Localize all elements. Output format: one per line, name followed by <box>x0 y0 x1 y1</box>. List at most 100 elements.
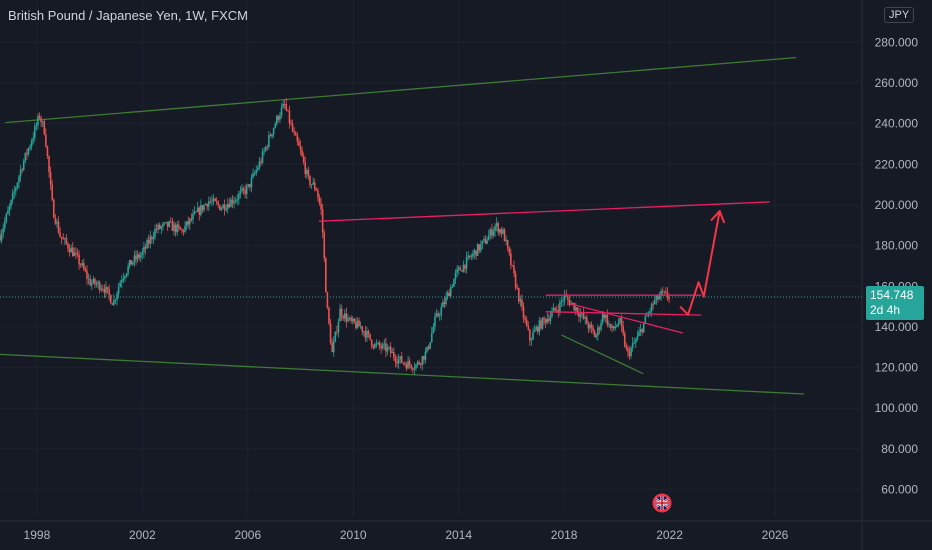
candle-body <box>475 250 477 256</box>
candle-body <box>461 270 463 272</box>
candle-body <box>318 197 321 204</box>
candle-body <box>597 327 599 336</box>
price-tick-label: 260.000 <box>875 76 919 90</box>
candle-body <box>166 221 169 227</box>
candle-body <box>532 332 534 340</box>
price-axis[interactable]: 60.00080.000100.000120.000140.000160.000… <box>861 0 919 550</box>
candle-body <box>543 317 545 320</box>
candle-body <box>250 177 253 188</box>
candle-body <box>519 299 522 302</box>
candle-body <box>0 235 1 241</box>
candle-body <box>421 356 424 365</box>
candle-body <box>339 308 341 322</box>
candle-body <box>374 343 376 348</box>
candle-body <box>364 331 367 338</box>
candle-body <box>631 343 634 348</box>
candle-body <box>190 218 193 220</box>
candle-body <box>355 322 357 329</box>
candle-body <box>536 327 539 332</box>
candle-body <box>522 306 525 319</box>
price-tick-label: 100.000 <box>875 401 919 415</box>
time-tick-label: 2018 <box>551 528 578 542</box>
drawing-channel_top[interactable] <box>5 56 797 124</box>
candle-body <box>487 235 490 241</box>
drawing-resistance[interactable] <box>318 201 770 222</box>
candle-body <box>391 351 394 353</box>
uk-flag-icon[interactable] <box>652 493 672 513</box>
candle-body <box>377 342 379 344</box>
candle-body <box>552 307 555 312</box>
candle-body <box>325 258 327 293</box>
candle-body <box>457 267 460 270</box>
candle-body <box>454 272 457 280</box>
drawing-projection[interactable] <box>679 210 721 316</box>
candle-body <box>491 229 493 236</box>
drawing-wedge_bottom[interactable] <box>561 334 644 375</box>
candle-body <box>359 326 362 328</box>
candle-body <box>52 199 55 218</box>
candle-body <box>30 141 33 147</box>
candle-body <box>26 152 28 155</box>
candle-body <box>538 320 541 332</box>
candle-body <box>67 243 69 249</box>
candle-body <box>423 356 425 360</box>
candle-body <box>182 230 185 232</box>
currency-button[interactable]: JPY <box>884 7 915 23</box>
candle-body <box>559 301 561 313</box>
candle-body <box>525 319 528 326</box>
candle-body <box>108 288 110 295</box>
candle-body <box>274 124 277 129</box>
candle-body <box>415 364 417 369</box>
candle-body <box>427 346 430 349</box>
candle-body <box>419 363 422 365</box>
candle-body <box>658 296 661 300</box>
candle-body <box>122 278 125 281</box>
candle-body <box>269 135 272 137</box>
candle-body <box>622 326 624 334</box>
annotation-drawings[interactable] <box>318 201 770 375</box>
time-axis[interactable]: 1998 2002 2006 2010 2014 2018 2022 2026 <box>0 520 932 542</box>
candle-body <box>446 292 449 297</box>
candle-body <box>563 294 566 301</box>
candle-body <box>157 224 159 230</box>
candle-body <box>192 213 194 220</box>
candle-body <box>146 240 148 249</box>
candle-body <box>271 134 273 137</box>
candle-body <box>562 300 564 302</box>
candle-body <box>141 252 144 256</box>
candle-body <box>230 199 232 208</box>
candle-body <box>595 335 598 338</box>
candle-body <box>196 207 199 212</box>
candle-body <box>75 252 77 254</box>
trend-lines[interactable] <box>0 56 805 395</box>
candle-body <box>413 368 416 370</box>
candle-body <box>557 310 560 313</box>
candle-body <box>16 182 19 188</box>
candle-body <box>171 221 174 231</box>
candle-body <box>151 236 153 240</box>
drawing-wedge_top[interactable] <box>569 302 683 334</box>
time-tick-label: 2002 <box>129 528 156 542</box>
candle-body <box>480 244 482 251</box>
candle-body <box>179 227 182 230</box>
drawing-range_mid[interactable] <box>545 311 702 316</box>
candle-body <box>440 307 443 316</box>
candle-body <box>258 161 261 169</box>
symbol-name: British Pound / Japanese Yen <box>8 8 178 23</box>
candle-body <box>57 221 60 233</box>
candle-body <box>579 313 582 317</box>
candle-body <box>478 244 481 251</box>
candle-body <box>535 327 537 331</box>
candle-body <box>65 238 68 244</box>
candle-body <box>590 324 593 328</box>
candle-body <box>375 343 378 345</box>
candle-body <box>206 203 208 207</box>
candle-body <box>193 211 196 214</box>
candle-body <box>665 291 667 293</box>
candle-body <box>462 264 465 272</box>
drawing-channel_bottom[interactable] <box>0 353 805 395</box>
candle-body <box>139 255 142 258</box>
candle-body <box>92 278 95 283</box>
candle-body <box>188 218 191 225</box>
